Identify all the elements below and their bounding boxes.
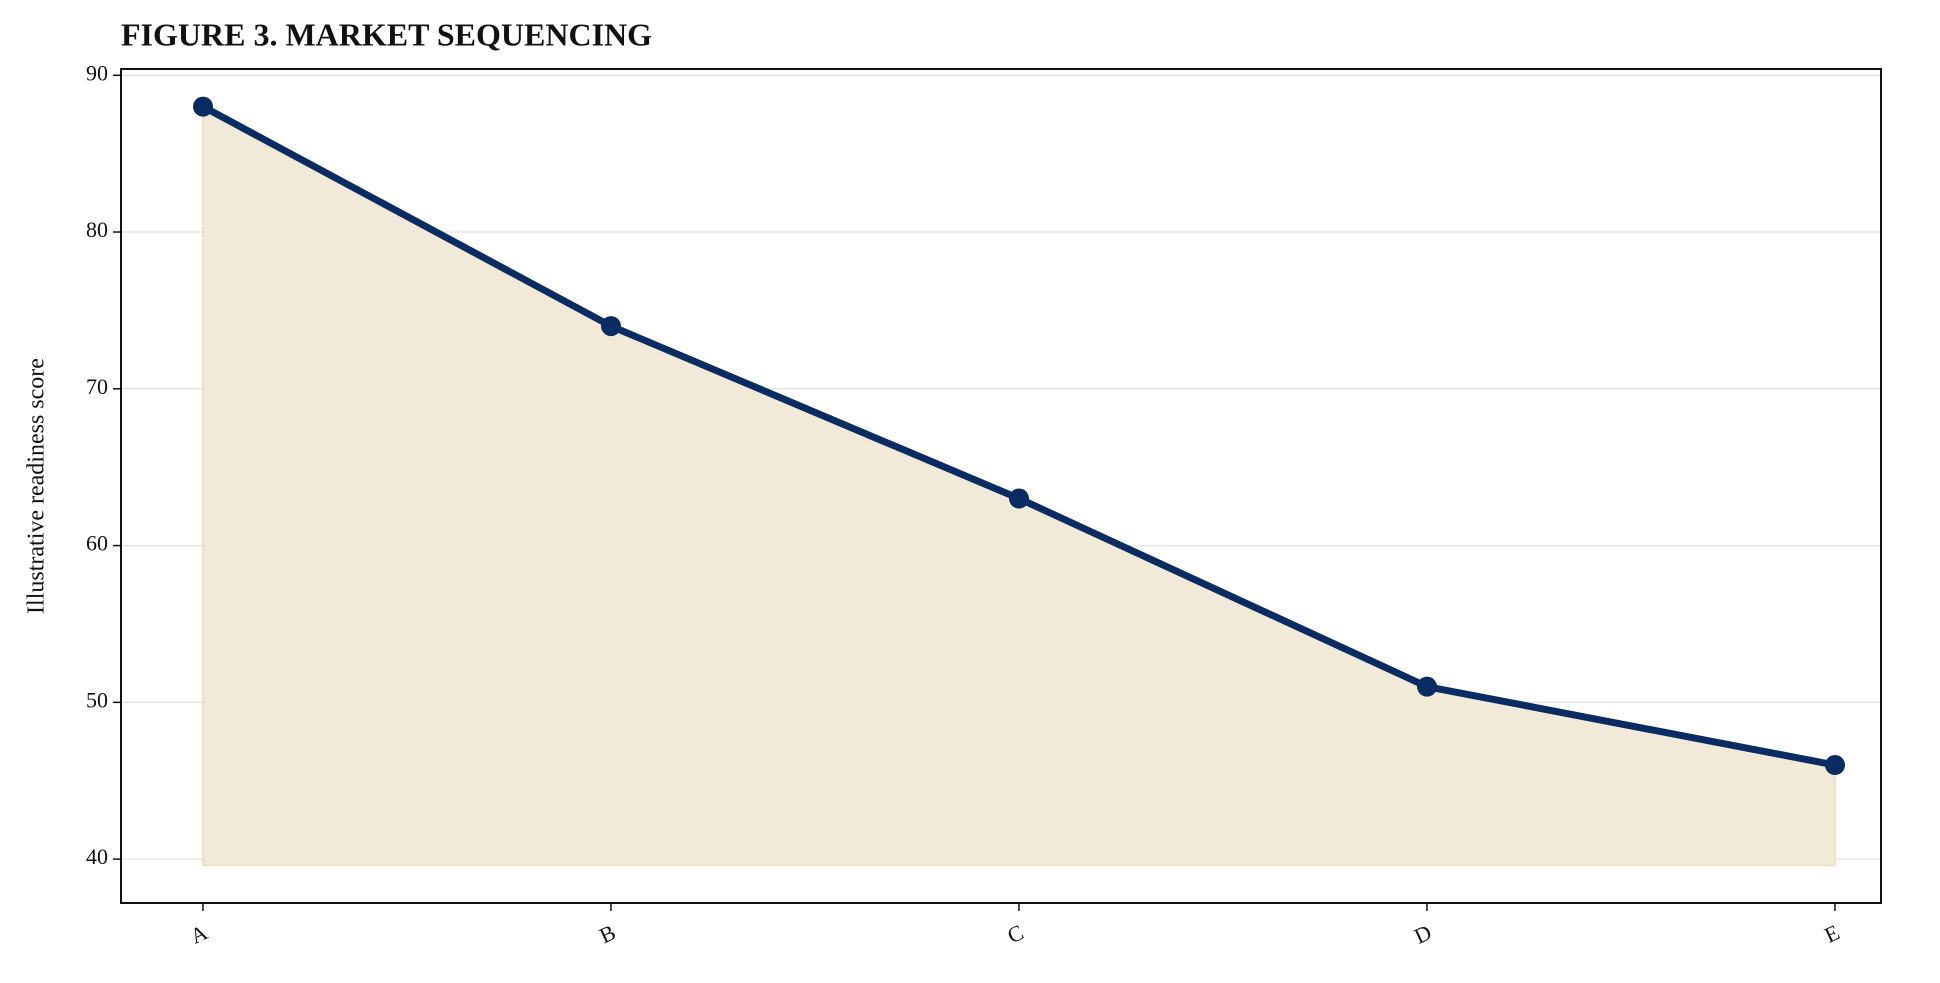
y-tick-label: 60 [86, 531, 108, 556]
x-tick-label: E [1820, 919, 1843, 947]
y-axis-label: Illustrative readiness score [24, 358, 50, 614]
point [1417, 676, 1437, 697]
point [193, 96, 213, 117]
x-tick-label: A [186, 919, 211, 948]
y-tick-label: 90 [86, 60, 108, 85]
x-tick-label: D [1410, 919, 1435, 948]
y-tick-label: 50 [86, 687, 108, 712]
y-tick-label: 70 [86, 374, 108, 399]
area [202, 105, 1836, 867]
y-tick-label: 40 [86, 844, 108, 869]
plot-frame [120, 68, 1882, 904]
point [1009, 488, 1029, 509]
chart-title: FIGURE 3. MARKET SEQUENCING [121, 16, 652, 52]
x-tick-label: C [1003, 919, 1027, 948]
y-tick-label: 80 [86, 217, 108, 242]
point [601, 316, 621, 337]
x-tick-label: B [595, 919, 619, 948]
point [1825, 755, 1845, 776]
